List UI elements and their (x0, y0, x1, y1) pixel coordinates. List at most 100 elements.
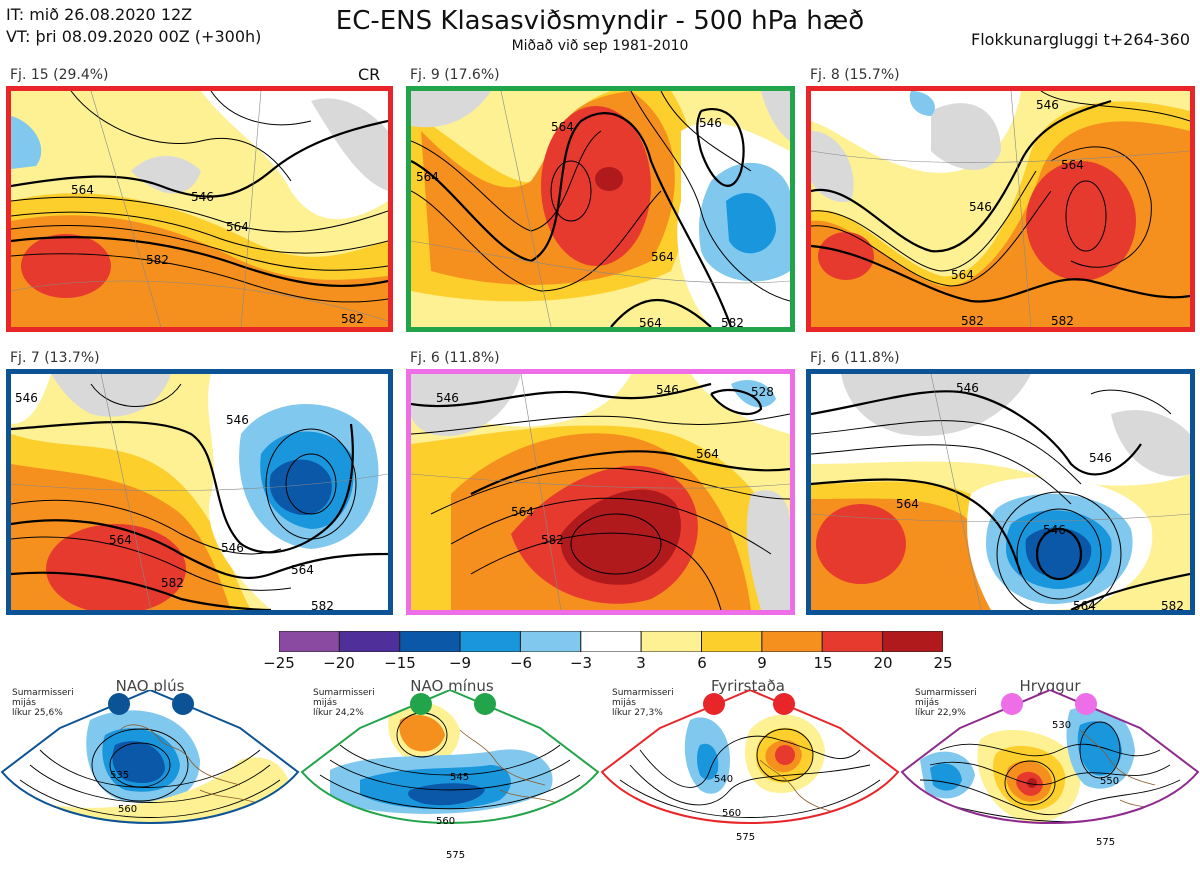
cluster-map-5: 546 546 528 564 564 582 (406, 369, 795, 615)
panel-3-label: Fj. 8 (15.7%) (810, 67, 900, 83)
regime-3-markers (703, 693, 795, 715)
colorbar-tick: 25 (933, 654, 953, 672)
regime-1-title: NAO plús (115, 677, 185, 695)
contour-label: 564 (109, 533, 132, 547)
colorbar-swatch (338, 631, 401, 652)
regime-2-title: NAO mínus (410, 677, 494, 695)
cluster-map-2: 564 546 564 564 582 564 (406, 86, 795, 332)
regime-1-note: Sumarmisseri mijás líkur 25,6% (12, 688, 74, 718)
contour-label: 546 (436, 391, 459, 405)
contour-label: 564 (291, 563, 314, 577)
colorbar-tick: 6 (697, 654, 707, 672)
regime-marker-dot (703, 693, 725, 715)
regime-marker-dot (773, 693, 795, 715)
colorbar-swatch (701, 631, 763, 652)
contour-label: 564 (951, 268, 974, 282)
contour-label: 546 (191, 190, 214, 204)
contour-label: 546 (969, 200, 992, 214)
contour-label: 546 (15, 391, 38, 405)
contour-label: 582 (961, 314, 984, 327)
contour-label: 582 (721, 316, 744, 327)
colorbar-tick: 9 (757, 654, 767, 672)
regime-4-markers (1001, 693, 1097, 715)
colorbar-swatch (459, 631, 521, 652)
panel-4-label: Fj. 7 (13.7%) (10, 350, 100, 366)
panel-6-label: Fj. 6 (11.8%) (810, 350, 900, 366)
regime-marker-dot (410, 693, 432, 715)
contour-label: 546 (1089, 451, 1112, 465)
colorbar-swatch (580, 631, 642, 652)
contour-label: 564 (696, 447, 719, 461)
cluster-map-4: 546 546 546 564 564 582 582 (6, 369, 393, 615)
contour-label: 582 (341, 312, 364, 326)
regime-contour-label: 560 (118, 804, 137, 815)
contour-label: 564 (551, 120, 574, 134)
regime-contour-label: 575 (736, 832, 755, 843)
regime-2-markers (410, 693, 496, 715)
regime-3-note: Sumarmisseri mijás líkur 27,3% (612, 688, 674, 718)
regime-contour-label: 560 (722, 808, 741, 819)
panel-1-label: Fj. 15 (29.4%) (10, 67, 109, 83)
contour-label: 564 (511, 505, 534, 519)
colorbar-tick: −9 (448, 654, 472, 672)
colorbar-tick: 15 (813, 654, 833, 672)
regime-2-note: Sumarmisseri mijás líkur 24,2% (313, 688, 375, 718)
contour-label: 546 (226, 413, 249, 427)
contour-label: 564 (226, 220, 249, 234)
initial-time: IT: mið 26.08.2020 12Z (6, 5, 193, 24)
contour-label: 564 (1073, 599, 1096, 610)
contour-label: 582 (1161, 599, 1184, 610)
colorbar-tick: −6 (509, 654, 533, 672)
regime-contour-label: 530 (1052, 720, 1071, 731)
contour-label: 546 (221, 541, 244, 555)
regime-2-map: 545 560 575 (300, 690, 600, 861)
regime-contour-label: 540 (714, 774, 733, 785)
page-title: EC-ENS Klasasviðsmyndir - 500 hPa hæð (335, 6, 865, 36)
regime-1-markers (108, 693, 194, 715)
panel-1-cr-marker: CR (358, 65, 381, 84)
regime-marker-dot (1001, 693, 1023, 715)
contour-label: 546 (956, 381, 979, 395)
colorbar-tick: −25 (263, 654, 295, 672)
colorbar-swatch (519, 631, 582, 652)
colorbar-tick: −15 (384, 654, 416, 672)
regime-3-title: Fyrirstaða (711, 677, 785, 695)
regime-4-note: Sumarmisseri mijás líkur 22,9% (915, 688, 977, 718)
contour-label: 582 (146, 253, 169, 267)
colorbar-swatch (761, 631, 823, 652)
classification-window: Flokkunargluggi t+264-360 (971, 30, 1190, 49)
contour-label: 564 (651, 250, 674, 264)
contour-label: 546 (1043, 523, 1066, 537)
regime-contour-label: 575 (446, 850, 465, 861)
regime-contour-label: 550 (1100, 776, 1119, 787)
colorbar-swatch (882, 631, 943, 652)
page-subtitle: Miðað við sep 1981-2010 (511, 38, 689, 54)
contour-label: 546 (1036, 98, 1059, 112)
contour-label: 582 (161, 576, 184, 590)
cluster-map-6: 546 546 564 546 564 582 (806, 369, 1195, 615)
regime-marker-dot (474, 693, 496, 715)
contour-label: 582 (541, 533, 564, 547)
regime-contour-label: 560 (436, 816, 455, 827)
contour-label: 564 (71, 183, 94, 197)
regime-contour-label: 575 (1096, 837, 1115, 848)
contour-label: 546 (656, 383, 679, 397)
colorbar-tick: −3 (569, 654, 593, 672)
colorbar-swatch (399, 631, 461, 652)
regime-4-map: 530 550 575 (900, 690, 1200, 848)
cluster-map-3: 546 564 546 564 582 582 (806, 86, 1195, 332)
contour-label: 582 (311, 599, 334, 610)
cluster-map-1: 564 546 564 582 582 (6, 86, 393, 332)
contour-label: 528 (751, 385, 774, 399)
colorbar-tick: 20 (873, 654, 893, 672)
panel-5-label: Fj. 6 (11.8%) (410, 350, 500, 366)
regime-marker-dot (172, 693, 194, 715)
anomaly-colorbar (279, 631, 943, 652)
regime-contour-label: 545 (450, 772, 469, 783)
contour-label: 546 (699, 116, 722, 130)
colorbar-tick: 3 (636, 654, 646, 672)
contour-label: 582 (1051, 314, 1074, 327)
valid-time: VT: þri 08.09.2020 00Z (+300h) (6, 27, 262, 46)
contour-label: 564 (639, 316, 662, 327)
regime-contour-label: 535 (110, 770, 129, 781)
